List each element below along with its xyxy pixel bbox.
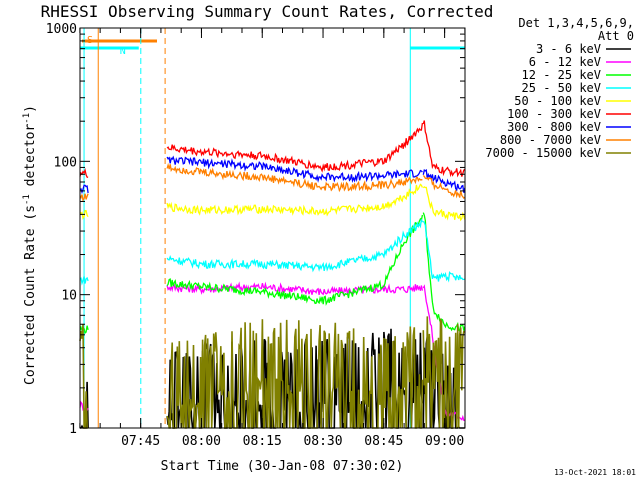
- series-line-8-seg-2: [422, 316, 465, 429]
- plot-frame: [79, 27, 466, 429]
- series-line-3-seg-0: [79, 276, 89, 286]
- series-line-2-seg-1: [166, 214, 424, 306]
- series-line-3-seg-2: [422, 220, 465, 283]
- legend-label-3: 25 - 50 keV: [522, 81, 601, 95]
- y-tick-label-0: 1: [69, 422, 77, 437]
- series-line-3-seg-1: [166, 219, 424, 273]
- series-line-4-seg-0: [79, 209, 89, 220]
- legend-label-2: 12 - 25 keV: [522, 68, 601, 82]
- series-line-5-seg-2: [422, 120, 466, 178]
- series-line-6-seg-0: [79, 184, 89, 195]
- series-line-6-seg-1: [166, 155, 423, 184]
- mode-bar-label-N: N: [120, 46, 126, 57]
- legend-label-7: 800 - 7000 keV: [500, 133, 601, 147]
- series-line-5-seg-1: [166, 122, 424, 173]
- series-line-2-seg-0: [79, 325, 89, 335]
- series-line-7-seg-0: [79, 193, 89, 202]
- legend-header-line-2: Att 0: [598, 29, 634, 43]
- mode-bar-label-S: S: [87, 35, 93, 46]
- x-tick-label-1: 08:00: [182, 434, 221, 449]
- y-tick-label-1: 10: [61, 289, 77, 304]
- x-tick-label-3: 08:30: [303, 434, 342, 449]
- legend-label-8: 7000 - 15000 keV: [485, 146, 601, 160]
- y-tick-label-3: 1000: [46, 22, 77, 37]
- series-line-5-seg-0: [79, 167, 89, 179]
- x-tick-label-5: 09:00: [425, 434, 464, 449]
- x-tick-label-2: 08:15: [243, 434, 282, 449]
- series-line-8-seg-1: [166, 319, 424, 429]
- series-line-4-seg-1: [166, 183, 423, 217]
- x-tick-label-4: 08:45: [364, 434, 403, 449]
- series-line-4-seg-2: [422, 186, 466, 222]
- y-tick-label-2: 100: [54, 155, 77, 170]
- render-timestamp: 13-Oct-2021 18:01: [554, 468, 636, 477]
- legend-label-6: 300 - 800 keV: [507, 120, 601, 134]
- series-line-7-seg-2: [422, 175, 466, 200]
- x-tick-label-0: 07:45: [121, 434, 160, 449]
- series-line-6-seg-2: [422, 168, 466, 193]
- legend-header-line-1: Det 1,3,4,5,6,9,: [518, 16, 634, 30]
- x-axis-label: Start Time (30-Jan-08 07:30:02): [161, 459, 404, 474]
- legend-label-1: 6 - 12 keV: [529, 55, 601, 69]
- chart-title: RHESSI Observing Summary Count Rates, Co…: [41, 2, 494, 21]
- y-axis-label: Corrected Count Rate (s-1 detector-1): [22, 105, 38, 385]
- series-line-7-seg-1: [166, 162, 423, 193]
- legend-label-0: 3 - 6 keV: [536, 42, 601, 56]
- legend-label-4: 50 - 100 keV: [514, 94, 601, 108]
- legend-label-5: 100 - 300 keV: [507, 107, 601, 121]
